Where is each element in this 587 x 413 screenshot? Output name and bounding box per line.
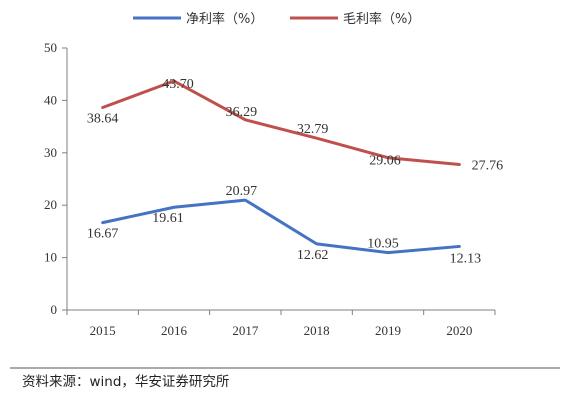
data-label: 29.06 [369, 154, 401, 169]
x-tick-label: 2016 [161, 323, 188, 338]
legend-label: 净利率（%） [186, 11, 263, 27]
data-label: 43.70 [162, 77, 194, 92]
legend-label: 毛利率（%） [343, 11, 420, 27]
data-label: 10.95 [367, 237, 399, 252]
axes: 0 10 20 30 40 50 2015 2016 2017 2018 2019 2020 [44, 40, 496, 338]
data-label: 27.76 [472, 159, 504, 174]
data-label: 20.97 [226, 184, 258, 199]
x-tick-label: 2017 [232, 323, 259, 338]
y-tick-label: 10 [44, 250, 57, 265]
data-label: 16.67 [87, 227, 119, 242]
data-label: 19.61 [152, 211, 184, 226]
data-label: 38.64 [87, 112, 119, 127]
y-tick-label: 40 [44, 92, 57, 107]
y-tick-label: 0 [51, 302, 58, 317]
series-line-0 [101, 198, 461, 255]
y-tick-label: 50 [44, 40, 57, 55]
legend: 净利率（%） 毛利率（%） [133, 11, 420, 27]
x-tick-label: 2020 [446, 323, 472, 338]
y-tick-label: 20 [44, 197, 57, 212]
source-note: 资料来源：wind，华安证券研究所 [22, 374, 229, 390]
x-tick-label: 2015 [90, 323, 116, 338]
data-label: 12.13 [450, 251, 482, 266]
x-tick-label: 2018 [304, 323, 330, 338]
series-line-1 [101, 79, 461, 167]
data-label: 36.29 [226, 105, 258, 120]
y-tick-label: 30 [44, 145, 57, 160]
series-lines [101, 79, 461, 255]
x-tick-label: 2019 [375, 323, 401, 338]
data-labels: 16.67 19.61 20.97 12.62 10.95 12.13 38.64 43.70… [87, 77, 503, 266]
data-label: 12.62 [297, 248, 329, 263]
data-label: 32.79 [297, 122, 329, 137]
